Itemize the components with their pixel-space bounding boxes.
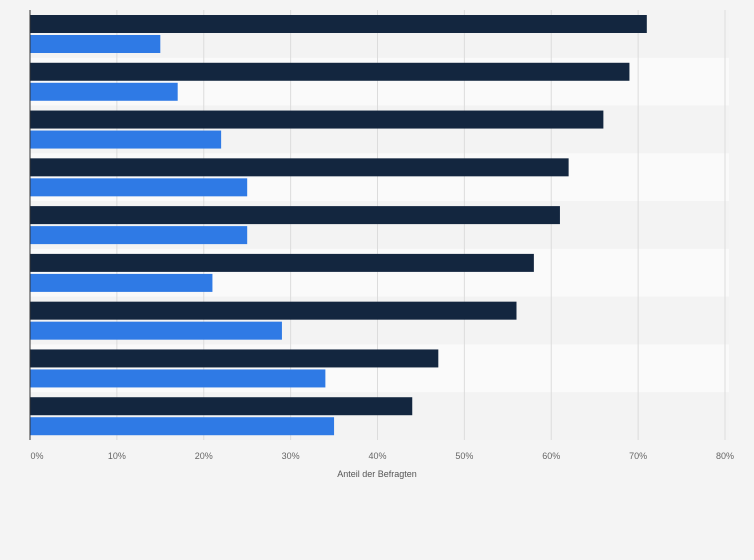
bar bbox=[30, 417, 335, 436]
bar bbox=[30, 62, 630, 81]
bars bbox=[30, 15, 647, 436]
x-tick-label: 20% bbox=[195, 451, 213, 461]
x-tick-label: 80% bbox=[716, 451, 734, 461]
x-tick-label: 60% bbox=[542, 451, 560, 461]
x-tick-label: 70% bbox=[629, 451, 647, 461]
x-tick-label: 0% bbox=[30, 451, 43, 461]
bar bbox=[30, 110, 604, 129]
bar bbox=[30, 130, 222, 149]
bar bbox=[30, 253, 534, 272]
bar bbox=[30, 273, 213, 292]
bar bbox=[30, 226, 248, 245]
bar bbox=[30, 158, 569, 177]
x-tick-label: 40% bbox=[368, 451, 386, 461]
x-axis-title: Anteil der Befragten bbox=[337, 469, 417, 479]
bar bbox=[30, 178, 248, 197]
x-tick-label: 10% bbox=[108, 451, 126, 461]
bar bbox=[30, 397, 413, 416]
x-tick-label: 30% bbox=[282, 451, 300, 461]
bar bbox=[30, 369, 326, 388]
gridlines bbox=[116, 10, 726, 440]
bar bbox=[30, 301, 517, 320]
bar bbox=[30, 35, 161, 53]
bar bbox=[30, 206, 560, 225]
x-tick-label: 50% bbox=[455, 451, 473, 461]
bar bbox=[30, 349, 439, 368]
x-axis-ticks: 0% 10% 20% 30% 40% 50% 60% 70% 80% bbox=[30, 451, 734, 461]
bar bbox=[30, 321, 282, 340]
bar bbox=[30, 82, 178, 101]
bar bbox=[30, 15, 647, 33]
